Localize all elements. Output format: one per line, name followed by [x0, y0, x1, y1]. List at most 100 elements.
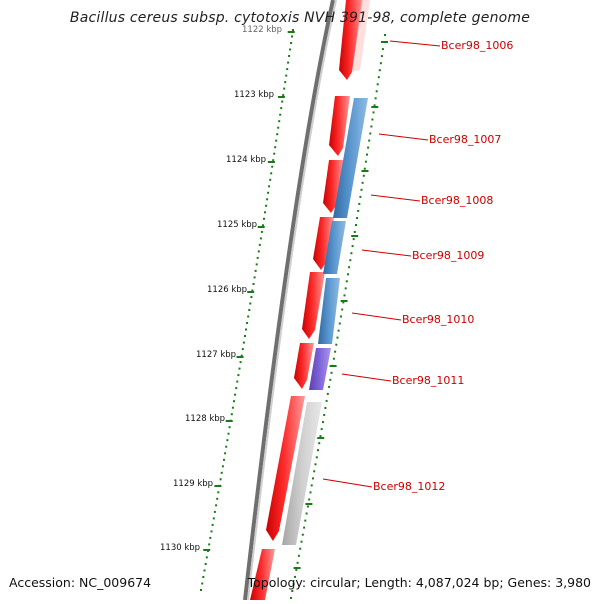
feature-tick: [345, 280, 348, 283]
gene-feature[interactable]: [250, 549, 275, 600]
scale-tick: [257, 250, 260, 253]
scale-tick: [268, 185, 271, 188]
gene-label[interactable]: Bcer98_1009: [412, 249, 484, 262]
scale-tick: [230, 413, 233, 416]
feature-tick: [319, 435, 322, 438]
feature-tick: [373, 104, 376, 107]
scale-tick: [255, 263, 258, 266]
gene-feature[interactable]: [294, 343, 314, 389]
gene-feature[interactable]: [266, 396, 305, 541]
feature-tick: [378, 69, 381, 72]
scale-tick: [247, 315, 250, 318]
gene-labels: Bcer98_1006 Bcer98_1007 Bcer98_1008 Bcer…: [373, 39, 513, 493]
scale-tick: [208, 543, 211, 546]
gene-feature[interactable]: [302, 272, 325, 339]
gene-label[interactable]: Bcer98_1012: [373, 480, 445, 493]
scale-tick: [252, 283, 255, 285]
gene-feature[interactable]: [313, 217, 334, 270]
scale-tick: [266, 198, 269, 201]
scale-tick: [234, 393, 237, 396]
scale-tick: [281, 100, 284, 103]
feature-tick: [325, 399, 328, 402]
feature-tick: [297, 554, 300, 557]
scale-tick: [236, 380, 239, 383]
scale-tick: [235, 387, 238, 390]
feature-tick: [292, 582, 295, 585]
feature-tick: [317, 449, 319, 452]
gene-label[interactable]: Bcer98_1011: [392, 374, 464, 387]
feature-tick: [363, 167, 366, 170]
feature-tick: [358, 202, 361, 205]
gene-feature[interactable]: [323, 160, 344, 213]
scale-tick: [289, 48, 292, 51]
feature-tick: [328, 385, 331, 388]
feature-tick: [300, 540, 303, 543]
scale-tick: [253, 276, 256, 279]
feature-tick: [312, 477, 314, 480]
gene-feature[interactable]: [329, 96, 350, 156]
gene-label[interactable]: Bcer98_1010: [402, 313, 474, 326]
scale-tick: [245, 328, 247, 331]
scale-label: 1129 kbp: [173, 479, 213, 489]
feature-tick: [313, 470, 316, 473]
scale-tick: [248, 309, 251, 311]
gene-label[interactable]: Bcer98_1007: [429, 133, 501, 146]
scale-tick: [213, 510, 216, 513]
feature-tick: [381, 48, 384, 51]
gene-label[interactable]: Bcer98_1008: [421, 194, 493, 207]
scale-tick: [215, 504, 218, 507]
gene-feature[interactable]: [318, 278, 340, 344]
scale-tick: [219, 478, 222, 481]
scale-tick: [277, 126, 280, 129]
scale-tick: [201, 582, 204, 585]
feature-tick: [353, 231, 356, 233]
feature-tick: [370, 125, 373, 128]
feature-tick: [364, 160, 367, 163]
scale-tick: [231, 406, 234, 409]
scale-tick: [272, 159, 275, 162]
scale-tick: [212, 517, 215, 520]
feature-tick: [308, 498, 311, 501]
scale-tick: [270, 172, 273, 175]
feature-tick: [380, 55, 383, 58]
scale-tick: [210, 530, 213, 533]
scale-tick-track: [200, 29, 295, 591]
scale-tick: [246, 322, 249, 324]
scale-tick: [285, 74, 288, 77]
feature-tick: [304, 519, 307, 522]
feature-tick: [314, 463, 317, 466]
gene-feature[interactable]: [282, 402, 322, 545]
scale-tick: [250, 296, 253, 298]
scale-label: 1124 kbp: [226, 155, 266, 165]
scale-tick: [284, 81, 287, 84]
gene-feature[interactable]: [333, 98, 368, 218]
feature-tick: [310, 484, 313, 487]
genome-title: Bacillus cereus subsp. cytotoxis NVH 391…: [69, 10, 531, 26]
feature-tick: [360, 188, 363, 191]
scale-tick: [209, 536, 212, 539]
scale-tick: [283, 87, 286, 90]
gene-feature[interactable]: [309, 348, 331, 390]
scale-tick: [278, 120, 281, 123]
scale-tick: [220, 471, 223, 474]
gene-label[interactable]: Bcer98_1006: [441, 39, 513, 52]
scale-tick: [233, 400, 235, 403]
feature-tick: [340, 315, 342, 318]
gene-feature[interactable]: [339, 0, 363, 80]
scale-tick: [269, 178, 272, 181]
scale-tick: [274, 146, 277, 149]
scale-tick: [216, 497, 219, 500]
feature-tick: [350, 252, 353, 255]
scale-label: 1122 kbp: [242, 25, 282, 35]
scale-tick: [202, 576, 205, 578]
feature-tick: [326, 392, 329, 395]
feature-tick: [303, 526, 306, 529]
feature-tick: [384, 34, 386, 36]
feature-tick: [344, 287, 347, 290]
feature-tick: [315, 456, 318, 459]
scale-tick: [244, 335, 246, 337]
scale-tick: [251, 289, 254, 292]
gene-feature[interactable]: [323, 221, 346, 274]
